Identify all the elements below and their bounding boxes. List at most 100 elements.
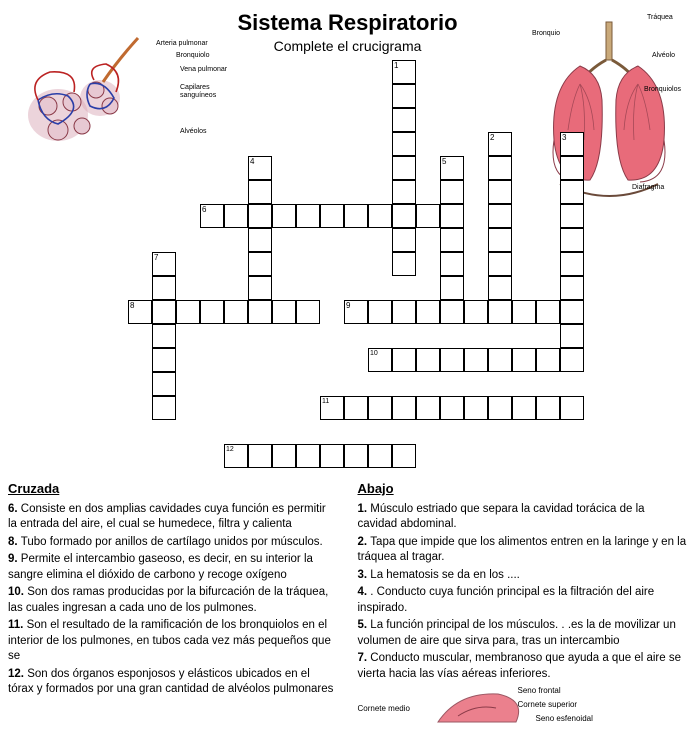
- crossword-cell[interactable]: [440, 204, 464, 228]
- crossword-cell[interactable]: [368, 300, 392, 324]
- crossword-cell[interactable]: [512, 396, 536, 420]
- crossword-cell[interactable]: 12: [224, 444, 248, 468]
- crossword-cell[interactable]: [392, 204, 416, 228]
- crossword-cell[interactable]: [440, 300, 464, 324]
- crossword-cell[interactable]: [416, 348, 440, 372]
- crossword-cell[interactable]: [560, 252, 584, 276]
- crossword-cell[interactable]: [344, 396, 368, 420]
- crossword-cell[interactable]: [464, 300, 488, 324]
- cell-number: 6: [202, 206, 206, 214]
- crossword-cell[interactable]: [440, 396, 464, 420]
- crossword-cell[interactable]: 8: [128, 300, 152, 324]
- crossword-cell[interactable]: [392, 252, 416, 276]
- crossword-cell[interactable]: [488, 276, 512, 300]
- crossword-cell[interactable]: [200, 300, 224, 324]
- crossword-cell[interactable]: [176, 300, 200, 324]
- crossword-cell[interactable]: [440, 348, 464, 372]
- crossword-cell[interactable]: [344, 444, 368, 468]
- crossword-cell[interactable]: [560, 396, 584, 420]
- crossword-cell[interactable]: [152, 300, 176, 324]
- crossword-cell[interactable]: [416, 300, 440, 324]
- crossword-cell[interactable]: [392, 108, 416, 132]
- crossword-cell[interactable]: [392, 132, 416, 156]
- crossword-cell[interactable]: [368, 204, 392, 228]
- crossword-cell[interactable]: [152, 396, 176, 420]
- crossword-cell[interactable]: [560, 276, 584, 300]
- crossword-cell[interactable]: [272, 204, 296, 228]
- crossword-cell[interactable]: [224, 300, 248, 324]
- crossword-cell[interactable]: 10: [368, 348, 392, 372]
- crossword-cell[interactable]: [560, 300, 584, 324]
- crossword-cell[interactable]: [488, 396, 512, 420]
- crossword-cell[interactable]: [248, 204, 272, 228]
- crossword-cell[interactable]: [248, 228, 272, 252]
- crossword-cell[interactable]: [560, 156, 584, 180]
- crossword-cell[interactable]: [320, 444, 344, 468]
- crossword-cell[interactable]: [560, 348, 584, 372]
- crossword-cell[interactable]: [296, 300, 320, 324]
- crossword-cell[interactable]: [464, 348, 488, 372]
- crossword-cell[interactable]: [368, 396, 392, 420]
- clue-text: . Conducto cuya función principal es la …: [358, 586, 655, 614]
- crossword-cell[interactable]: [440, 252, 464, 276]
- crossword-cell[interactable]: [248, 180, 272, 204]
- crossword-cell[interactable]: [512, 348, 536, 372]
- crossword-cell[interactable]: [392, 228, 416, 252]
- crossword-cell[interactable]: [488, 156, 512, 180]
- crossword-cell[interactable]: [152, 324, 176, 348]
- crossword-cell[interactable]: 5: [440, 156, 464, 180]
- crossword-cell[interactable]: [560, 180, 584, 204]
- crossword-cell[interactable]: 6: [200, 204, 224, 228]
- crossword-cell[interactable]: [560, 204, 584, 228]
- crossword-cell[interactable]: [248, 276, 272, 300]
- crossword-cell[interactable]: [224, 204, 248, 228]
- crossword-cell[interactable]: [272, 300, 296, 324]
- crossword-cell[interactable]: [344, 204, 368, 228]
- crossword-cell[interactable]: [488, 180, 512, 204]
- crossword-cell[interactable]: [320, 204, 344, 228]
- crossword-cell[interactable]: [296, 444, 320, 468]
- crossword-cell[interactable]: [440, 276, 464, 300]
- crossword-cell[interactable]: [416, 204, 440, 228]
- crossword-cell[interactable]: [536, 348, 560, 372]
- crossword-cell[interactable]: 7: [152, 252, 176, 276]
- crossword-cell[interactable]: [488, 300, 512, 324]
- crossword-cell[interactable]: [392, 300, 416, 324]
- crossword-cell[interactable]: [392, 396, 416, 420]
- crossword-cell[interactable]: [488, 348, 512, 372]
- crossword-cell[interactable]: [512, 300, 536, 324]
- crossword-cell[interactable]: 4: [248, 156, 272, 180]
- crossword-cell[interactable]: [272, 444, 296, 468]
- crossword-cell[interactable]: 9: [344, 300, 368, 324]
- across-clue: 6. Consiste en dos amplias cavidades cuy…: [8, 502, 338, 533]
- crossword-cell[interactable]: [296, 204, 320, 228]
- crossword-cell[interactable]: [152, 348, 176, 372]
- crossword-cell[interactable]: [536, 396, 560, 420]
- crossword-cell[interactable]: [152, 276, 176, 300]
- crossword-cell[interactable]: 2: [488, 132, 512, 156]
- crossword-cell[interactable]: [464, 396, 488, 420]
- crossword-cell[interactable]: [440, 228, 464, 252]
- crossword-cell[interactable]: [248, 300, 272, 324]
- crossword-cell[interactable]: [152, 372, 176, 396]
- crossword-cell[interactable]: [488, 228, 512, 252]
- crossword-cell[interactable]: 1: [392, 60, 416, 84]
- crossword-cell[interactable]: [368, 444, 392, 468]
- crossword-cell[interactable]: [248, 252, 272, 276]
- crossword-cell[interactable]: 3: [560, 132, 584, 156]
- crossword-grid[interactable]: 123456789101112: [8, 60, 687, 472]
- crossword-cell[interactable]: 11: [320, 396, 344, 420]
- crossword-cell[interactable]: [416, 396, 440, 420]
- crossword-cell[interactable]: [488, 204, 512, 228]
- crossword-cell[interactable]: [392, 84, 416, 108]
- crossword-cell[interactable]: [392, 444, 416, 468]
- crossword-cell[interactable]: [392, 180, 416, 204]
- crossword-cell[interactable]: [560, 324, 584, 348]
- crossword-cell[interactable]: [536, 300, 560, 324]
- crossword-cell[interactable]: [440, 180, 464, 204]
- crossword-cell[interactable]: [248, 444, 272, 468]
- crossword-cell[interactable]: [488, 252, 512, 276]
- crossword-cell[interactable]: [560, 228, 584, 252]
- crossword-cell[interactable]: [392, 348, 416, 372]
- crossword-cell[interactable]: [392, 156, 416, 180]
